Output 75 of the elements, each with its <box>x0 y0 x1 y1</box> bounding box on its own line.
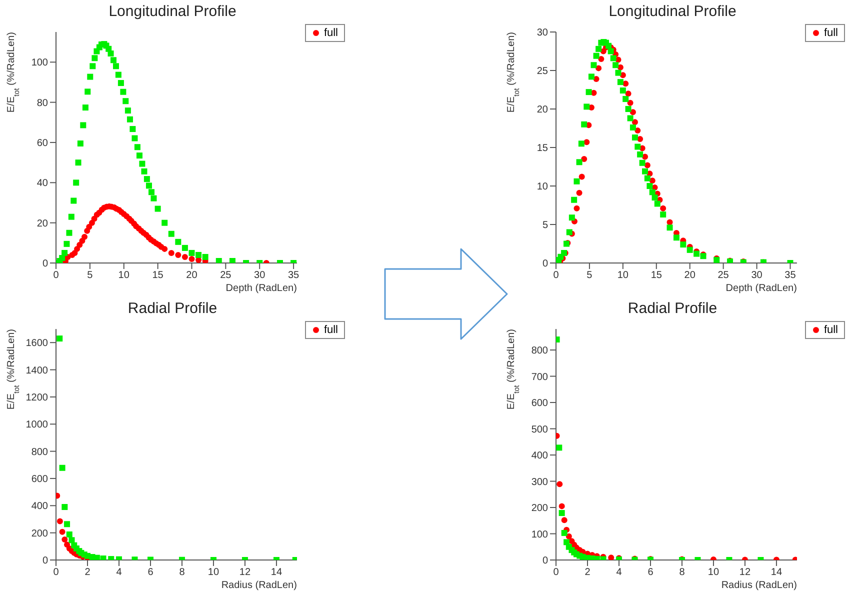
y-tick-label: 40 <box>36 178 48 190</box>
x-tick-label: 15 <box>152 270 164 282</box>
y-tick-label: 0 <box>542 258 548 270</box>
y-tick-label: 100 <box>531 529 548 540</box>
x-tick-label: 0 <box>53 567 60 578</box>
x-axis-title: Depth (RadLen) <box>226 283 297 294</box>
y-tick-label: 0 <box>542 556 548 567</box>
x-tick-label: 25 <box>220 270 232 282</box>
y-tick-label: 600 <box>531 398 548 410</box>
chart-title: Radial Profile <box>126 299 218 319</box>
y-tick-label: 500 <box>531 424 548 436</box>
y-tick-label: 200 <box>531 503 548 514</box>
x-tick-label: 35 <box>288 270 300 282</box>
y-tick-label: 5 <box>542 220 548 232</box>
x-tick-label: 10 <box>708 567 720 578</box>
x-tick-label: 8 <box>679 567 686 578</box>
x-tick-label: 15 <box>650 270 662 282</box>
y-tick-label: 200 <box>31 528 48 540</box>
x-tick-label: 6 <box>648 567 654 578</box>
x-tick-label: 5 <box>586 270 593 282</box>
y-tick-label: 30 <box>536 28 548 39</box>
y-tick-label: 25 <box>536 66 548 78</box>
x-tick-label: 10 <box>617 270 629 282</box>
y-tick-label: 700 <box>531 372 548 383</box>
x-tick-label: 25 <box>718 270 730 282</box>
x-axis-title: Radius (RadLen) <box>721 580 797 591</box>
y-tick-label: 0 <box>42 258 48 270</box>
y-tick-label: 20 <box>536 104 548 116</box>
y-tick-label: 100 <box>31 58 48 69</box>
x-tick-label: 2 <box>584 567 591 578</box>
chart-title: Longitudinal Profile <box>608 2 738 22</box>
y-tick-label: 400 <box>531 450 548 462</box>
y-tick-label: 0 <box>42 556 48 567</box>
x-axis-title: Depth (RadLen) <box>726 283 797 294</box>
x-tick-label: 30 <box>254 270 266 282</box>
x-tick-label: 6 <box>148 567 154 578</box>
legend-label: full <box>824 27 838 39</box>
x-tick-label: 4 <box>116 567 122 578</box>
y-tick-label: 600 <box>31 474 48 486</box>
x-tick-label: 4 <box>616 567 622 578</box>
x-tick-label: 10 <box>208 567 220 578</box>
legend-label: full <box>324 324 338 336</box>
x-tick-label: 0 <box>553 567 560 578</box>
x-tick-label: 14 <box>270 567 282 578</box>
y-tick-label: 300 <box>531 476 548 488</box>
y-tick-label: 1400 <box>26 365 48 376</box>
y-tick-label: 80 <box>36 98 48 109</box>
y-tick-label: 1600 <box>26 338 48 350</box>
x-axis-title: Radius (RadLen) <box>221 580 297 591</box>
x-tick-label: 8 <box>179 567 186 578</box>
x-tick-label: 20 <box>684 270 696 282</box>
x-tick-label: 35 <box>784 270 796 282</box>
x-tick-label: 30 <box>751 270 763 282</box>
y-tick-label: 10 <box>536 182 548 193</box>
y-tick-label: 20 <box>36 218 48 230</box>
chart-title: Radial Profile <box>626 299 718 319</box>
x-tick-label: 2 <box>84 567 91 578</box>
x-tick-label: 10 <box>118 270 130 282</box>
y-tick-label: 15 <box>536 143 548 154</box>
y-tick-label: 800 <box>531 346 548 357</box>
legend-label: full <box>324 27 338 39</box>
y-tick-label: 60 <box>36 138 48 150</box>
x-tick-label: 0 <box>553 270 560 282</box>
x-tick-label: 5 <box>87 270 94 282</box>
x-tick-label: 14 <box>770 567 782 578</box>
y-tick-label: 400 <box>31 501 48 512</box>
chart-title: Longitudinal Profile <box>108 2 238 22</box>
y-tick-label: 1200 <box>26 392 48 404</box>
x-tick-label: 0 <box>53 270 60 282</box>
y-tick-label: 1000 <box>26 420 48 431</box>
x-tick-label: 12 <box>739 567 751 578</box>
x-tick-label: 12 <box>239 567 251 578</box>
y-tick-label: 800 <box>31 446 48 458</box>
legend-label: full <box>824 324 838 336</box>
x-tick-label: 20 <box>186 270 198 282</box>
